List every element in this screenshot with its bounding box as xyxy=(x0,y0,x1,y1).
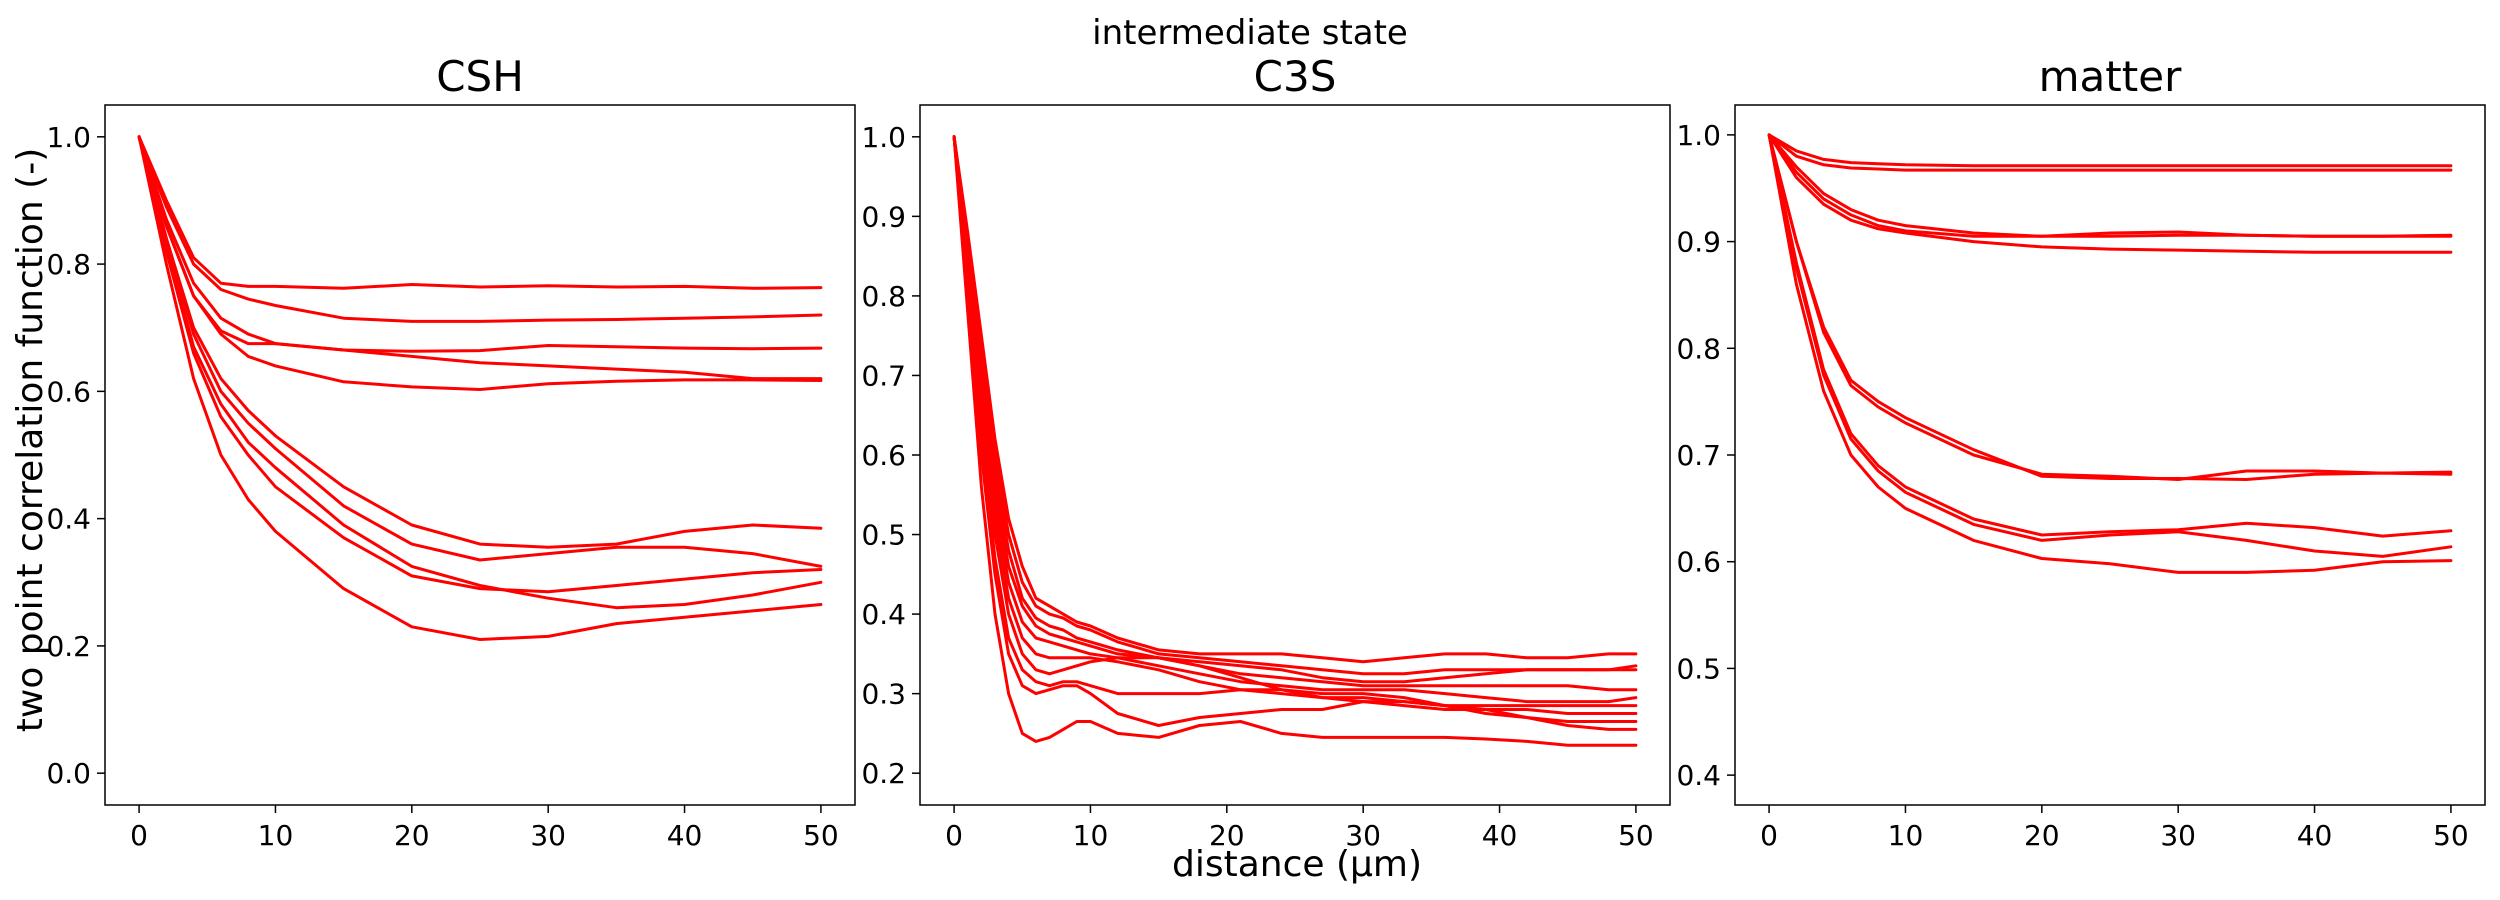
x-tick-label: 10 xyxy=(258,819,294,852)
x-tick-label: 40 xyxy=(2297,819,2333,852)
x-tick-label: 30 xyxy=(530,819,566,852)
series-line-9 xyxy=(1767,133,2453,558)
x-tick-label: 50 xyxy=(2433,819,2469,852)
x-tick-label: 30 xyxy=(2160,819,2196,852)
series-line-9 xyxy=(137,135,823,610)
series-line-3 xyxy=(1767,133,2453,238)
axes-frame xyxy=(919,104,1671,806)
y-tick-label: 1.0 xyxy=(1676,119,1721,152)
chart-panel-1: CSH 0 10 20 30 40 50 0.0 0.2 0.4 0.6 0.8 1.0 xyxy=(46,52,856,852)
y-tick-label: 0.4 xyxy=(1676,759,1721,792)
y-tick-label: 1.0 xyxy=(861,121,906,154)
x-tick-label: 20 xyxy=(1209,819,1245,852)
series-line-1 xyxy=(952,135,1638,664)
y-tick-label: 1.0 xyxy=(46,121,91,154)
chart-panel-3: matter 0 10 20 30 40 50 0.4 0.5 0.6 0.7 0.8 0.9 1.0 xyxy=(1676,52,2486,852)
y-tick-label: 0.6 xyxy=(861,439,906,472)
series-line-8 xyxy=(952,135,1638,723)
series-line-2 xyxy=(952,135,1638,676)
x-tick-label: 10 xyxy=(1888,819,1924,852)
panel-title: C3S xyxy=(1254,52,1337,101)
x-tick-label: 10 xyxy=(1073,819,1109,852)
series-line-6 xyxy=(952,135,1638,708)
series-group xyxy=(952,135,1638,747)
x-tick-label: 20 xyxy=(394,819,430,852)
y-axis-label: two point correlation function (-) xyxy=(10,148,51,732)
y-tick-label: 0.8 xyxy=(861,280,906,313)
figure-title: intermediate state xyxy=(1092,13,1408,53)
axes-frame xyxy=(104,104,856,806)
y-tick-label: 0.3 xyxy=(861,678,906,711)
y-tick-label: 0.7 xyxy=(1676,439,1721,472)
y-tick-label: 0.8 xyxy=(1676,332,1721,365)
x-tick-label: 40 xyxy=(667,819,703,852)
series-line-10 xyxy=(1767,133,2453,574)
x-tick-label: 50 xyxy=(803,819,839,852)
series-line-10 xyxy=(137,135,823,641)
series-line-8 xyxy=(1767,133,2453,538)
x-tick-label: 0 xyxy=(1760,819,1778,852)
x-tick-label: 0 xyxy=(130,819,148,852)
series-line-2 xyxy=(137,135,823,323)
y-tick-label: 0.0 xyxy=(46,757,91,790)
x-tick-label: 40 xyxy=(1482,819,1518,852)
series-line-3 xyxy=(137,135,823,353)
axes-frame xyxy=(1734,104,2486,806)
y-tick-label: 0.6 xyxy=(1676,546,1721,579)
series-line-3 xyxy=(952,135,1638,684)
series-line-7 xyxy=(1767,133,2453,481)
y-tick-label: 0.5 xyxy=(1676,652,1721,685)
x-tick-label: 20 xyxy=(2024,819,2060,852)
series-line-7 xyxy=(137,135,823,568)
x-tick-label: 0 xyxy=(945,819,963,852)
series-line-6 xyxy=(137,135,823,549)
y-tick-label: 0.9 xyxy=(1676,226,1721,259)
panel-title: CSH xyxy=(436,52,524,101)
series-line-5 xyxy=(137,135,823,391)
y-tick-label: 0.4 xyxy=(861,598,906,631)
series-line-2 xyxy=(1767,133,2453,172)
series-group xyxy=(137,135,823,641)
series-line-8 xyxy=(137,135,823,594)
series-group xyxy=(1767,133,2453,574)
y-tick-label: 0.5 xyxy=(861,519,906,552)
series-line-1 xyxy=(137,135,823,290)
series-line-4 xyxy=(1767,133,2453,238)
series-line-5 xyxy=(952,135,1638,704)
x-tick-label: 30 xyxy=(1345,819,1381,852)
series-line-5 xyxy=(1767,133,2453,254)
series-line-10 xyxy=(952,135,1638,747)
y-tick-label: 0.6 xyxy=(46,375,91,408)
y-tick-label: 0.9 xyxy=(861,200,906,233)
y-tick-label: 0.2 xyxy=(861,757,906,790)
series-line-4 xyxy=(137,135,823,381)
chart-panel-2: C3S 0 10 20 30 40 50 0.2 0.3 0.4 0.5 0.6 0.7 0.8 0.9 1.… xyxy=(861,52,1671,852)
series-line-6 xyxy=(1767,133,2453,481)
y-tick-label: 0.7 xyxy=(861,359,906,392)
series-line-9 xyxy=(952,135,1638,731)
panels: CSH 0 10 20 30 40 50 0.0 0.2 0.4 0.6 0.8 1.0 C3S 0 10 20… xyxy=(46,52,2486,852)
series-line-4 xyxy=(952,135,1638,692)
y-tick-label: 0.4 xyxy=(46,503,91,536)
panel-title: matter xyxy=(2039,52,2182,101)
y-tick-label: 0.8 xyxy=(46,248,91,281)
x-axis-label: distance (μm) xyxy=(1172,844,1422,885)
x-tick-label: 50 xyxy=(1618,819,1654,852)
y-tick-label: 0.2 xyxy=(46,630,91,663)
series-line-1 xyxy=(1767,133,2453,168)
